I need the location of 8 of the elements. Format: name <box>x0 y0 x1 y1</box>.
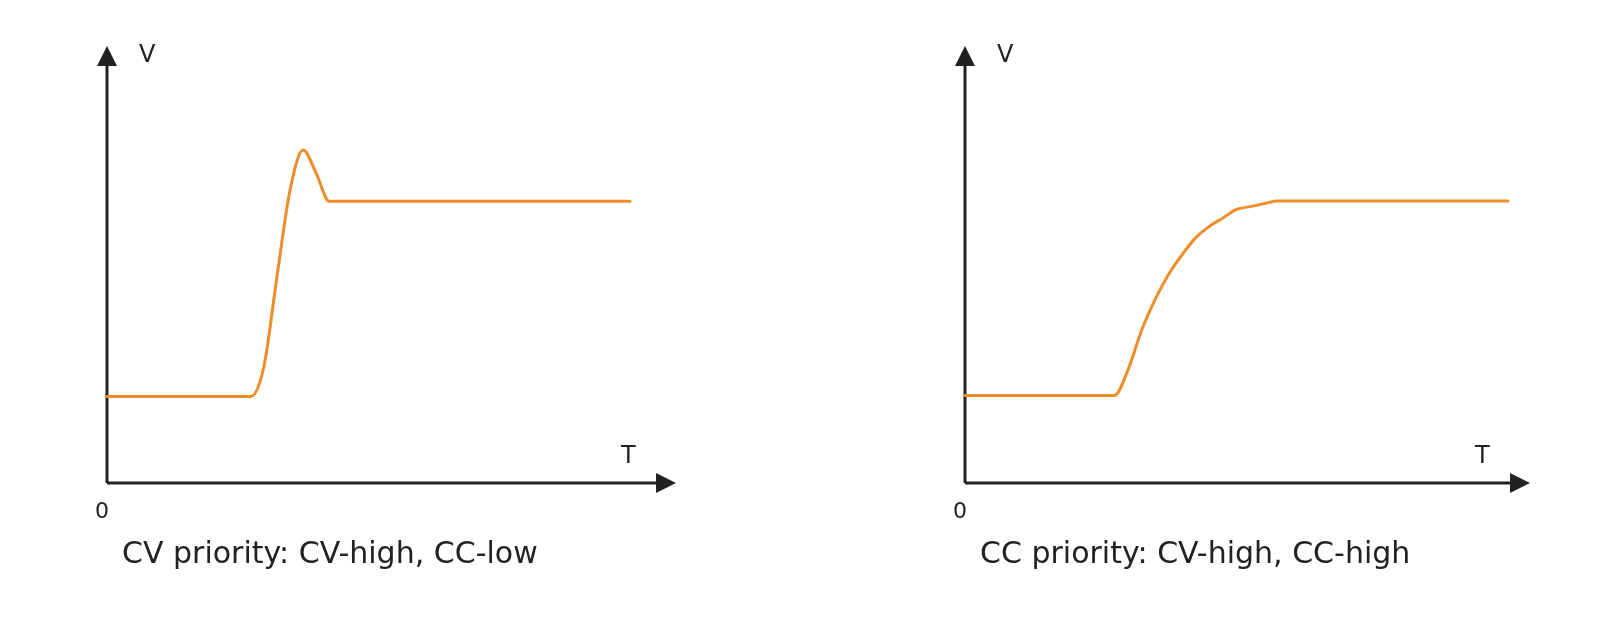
text: CV priority: CV-high, CC-low <box>122 535 538 570</box>
x-axis-title: T <box>1474 441 1490 469</box>
y-axis-title: V <box>139 40 156 68</box>
text: 0 <box>953 498 967 523</box>
text: 0 <box>95 498 109 523</box>
x-axis-title: T <box>620 441 636 469</box>
y-axis-title: V <box>997 40 1014 68</box>
text: CC priority: CV-high, CC-high <box>980 535 1411 570</box>
